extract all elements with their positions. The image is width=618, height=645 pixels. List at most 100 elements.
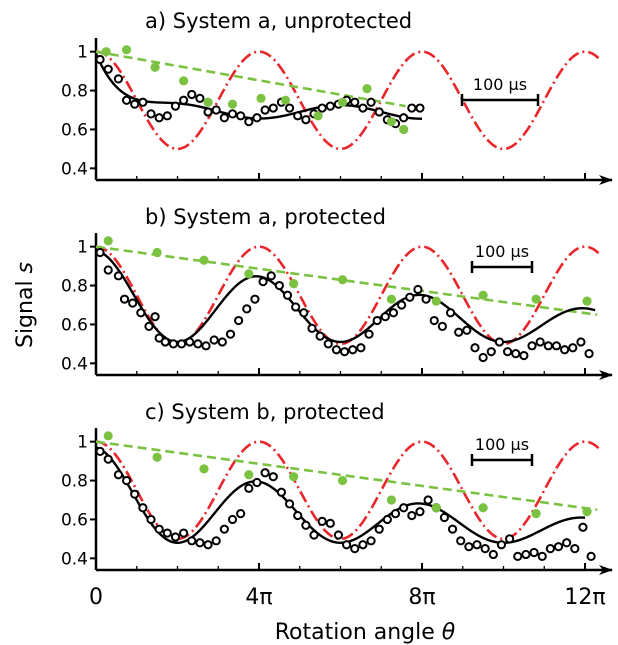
data-point-open [445,308,456,318]
data-point-open [456,536,466,546]
data-point-open [527,341,537,351]
data-point-open [176,339,187,349]
data-point-open [317,516,327,526]
data-point-open [584,349,594,359]
x-axis-title: Rotation angle θ [275,620,456,645]
data-point-open [138,97,148,107]
data-point-open [405,292,415,302]
data-point-open [227,514,238,525]
data-point-open [211,105,221,115]
data-point-open [282,290,293,300]
data-point-open [170,101,181,111]
data-point-open [423,495,433,505]
data-point-open [358,540,368,550]
data-point-open [95,54,105,65]
data-point-open [472,540,482,550]
data-point-open [201,341,211,351]
data-point-filled [199,255,209,265]
data-point-open [103,454,113,464]
y-tick-label: 0.4 [61,354,88,374]
data-point-open [374,107,384,117]
y-tick-label: 0.4 [61,159,88,179]
data-point-open [154,113,164,123]
data-point-filled [203,97,213,107]
data-point-open [494,337,505,347]
x-tick-labels: 0 4π 8π 12π [89,585,606,610]
data-point-open [121,475,132,486]
y-tick-label: 0.8 [61,472,88,492]
data-point-open [113,74,124,84]
data-point-open [187,536,197,546]
data-point-open [179,528,189,538]
x-tick-label-0: 0 [89,585,103,610]
fit-curve [95,249,596,344]
data-point-open [193,339,203,349]
panel-title: b) System a, protected [145,205,386,229]
data-point-open [291,302,301,312]
data-point-open [464,542,474,552]
x-tick-label-8pi: 8π [408,585,435,610]
data-point-open [301,115,311,125]
data-point-open [331,345,342,355]
data-point-open [293,111,303,121]
data-point-open [560,345,570,355]
data-point-open [356,343,366,353]
y-tick-label: 1 [77,433,88,453]
data-point-open [252,113,262,123]
data-point-filled [280,95,291,105]
x-tick-label-12pi: 12π [564,585,605,610]
data-point-open [348,345,358,355]
data-point-open [258,277,268,287]
data-point-open [195,538,205,548]
data-point-open [284,499,295,509]
data-point-open [274,280,284,291]
data-point-filled [152,247,162,258]
data-point-open [138,503,148,513]
data-point-open [578,522,588,532]
data-point-open [168,339,179,349]
data-point-open [462,325,472,335]
data-point-open [103,265,113,275]
data-point-open [234,315,244,326]
theory-curve [95,245,603,346]
data-point-open [121,95,132,105]
data-point-open [407,510,417,521]
data-point-filled [337,275,348,285]
data-point-open [315,331,325,341]
data-point-open [372,315,382,326]
data-point-open [413,284,423,295]
panel-a: a) System a, unprotected 0.4 0.6 0.8 1 100 µs [61,9,613,185]
data-point-open [342,540,352,550]
data-point-open [415,103,425,113]
y-tick-label: 0.8 [61,277,88,297]
data-point-open [543,341,553,351]
ylabel-var: s [13,262,38,273]
data-point-open [486,347,496,357]
svg-text:Signal s: Signal s [13,262,38,348]
data-point-open [399,113,409,123]
data-point-filled [199,464,209,474]
data-point-open [179,95,189,105]
data-point-open [301,520,311,530]
data-point-open [568,343,578,353]
data-point-open [576,337,586,347]
theory-curve [95,50,603,151]
data-point-open [113,271,124,281]
data-point-open [236,111,246,121]
data-point-open [162,528,172,538]
data-point-open [350,544,360,554]
data-point-open [146,109,156,119]
scale-bar-label: 100 µs [475,435,529,454]
data-point-filled [386,117,397,127]
data-point-filled [337,97,348,107]
data-point-open [529,547,539,558]
data-point-open [250,294,260,304]
data-point-open [227,109,238,119]
fit-curve [95,446,586,544]
data-point-open [407,103,417,113]
data-point-open [211,536,221,546]
data-point-filled [431,503,441,513]
data-point-open [488,549,498,560]
data-point-open [130,489,140,499]
